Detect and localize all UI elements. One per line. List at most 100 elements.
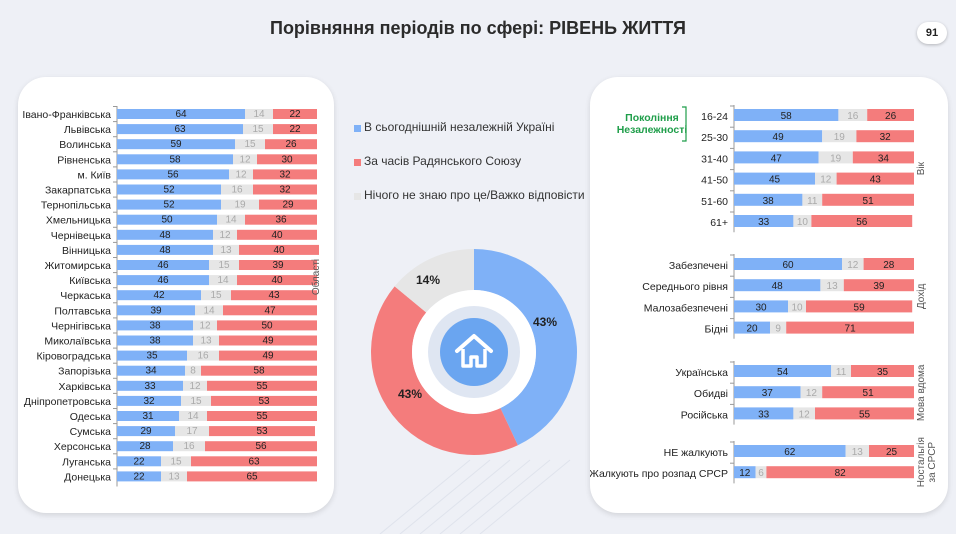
data-label: 39 bbox=[873, 281, 885, 292]
data-label: 12 bbox=[806, 388, 818, 399]
data-label: 50 bbox=[161, 215, 173, 226]
bar-segment-dont-know bbox=[221, 184, 253, 195]
category-label: Малозабезпечені bbox=[644, 302, 728, 314]
data-label: 35 bbox=[146, 351, 158, 362]
bar-segment-dont-know bbox=[193, 335, 219, 346]
data-label: 28 bbox=[139, 441, 151, 452]
data-label: 82 bbox=[835, 468, 847, 479]
bar-segment-independent bbox=[734, 279, 821, 292]
group-label-line: Дохід bbox=[916, 284, 927, 310]
bar-segment-dont-know bbox=[221, 199, 259, 210]
data-label: 71 bbox=[845, 324, 857, 335]
data-label: 32 bbox=[143, 396, 155, 407]
bar-segment-independent bbox=[117, 214, 217, 225]
region-row: Житомирська 46 15 39 bbox=[45, 260, 317, 272]
data-label: 10 bbox=[797, 217, 809, 228]
bar-segment-dont-know bbox=[770, 321, 787, 334]
data-label: 48 bbox=[159, 230, 171, 241]
bar-segment-independent bbox=[117, 456, 161, 467]
data-label: 29 bbox=[282, 200, 294, 211]
category-label: Житомирська bbox=[45, 260, 112, 272]
demographic-row: НЕ жалкують 62 13 25 bbox=[664, 445, 914, 459]
category-label: Забезпечені bbox=[669, 260, 728, 272]
bar-segment-dont-know bbox=[815, 172, 837, 185]
region-row: Миколаївська 38 13 49 bbox=[44, 335, 317, 348]
category-label: Вінницька bbox=[62, 245, 111, 257]
bar-segment-independent bbox=[117, 229, 213, 240]
demographic-row: Українська 54 11 35 bbox=[675, 365, 914, 379]
bar-segment-dont-know bbox=[217, 214, 245, 225]
bar-segment-independent bbox=[117, 305, 195, 316]
bar-segment-soviet bbox=[223, 305, 317, 316]
data-label: 55 bbox=[256, 411, 268, 422]
data-label: 51 bbox=[863, 196, 875, 207]
data-label: 51 bbox=[863, 388, 875, 399]
demographic-row: Обидві 37 12 51 bbox=[694, 386, 914, 400]
legend-swatch-red bbox=[354, 159, 361, 166]
region-row: Запорізька 34 8 58 bbox=[58, 365, 317, 378]
data-label: 29 bbox=[140, 426, 152, 437]
data-label: 13 bbox=[852, 447, 864, 458]
data-label: 25 bbox=[886, 447, 898, 458]
bar-segment-soviet bbox=[863, 258, 914, 270]
category-label: 25-30 bbox=[701, 132, 728, 144]
category-label: Запорізька bbox=[58, 366, 111, 378]
region-row: Кіровоградська 35 16 49 bbox=[37, 350, 317, 363]
region-row: Одеська 31 14 55 bbox=[70, 411, 317, 423]
category-label: Волинська bbox=[59, 139, 111, 151]
data-label: 63 bbox=[174, 124, 186, 135]
data-label: 34 bbox=[145, 366, 157, 377]
data-label: 63 bbox=[248, 456, 260, 467]
data-label: 52 bbox=[163, 200, 175, 211]
bar-segment-soviet bbox=[869, 445, 914, 457]
category-label: Жалкують про розпад СРСР bbox=[590, 468, 728, 480]
data-label: 13 bbox=[200, 336, 212, 347]
data-label: 40 bbox=[271, 230, 283, 241]
data-label: 35 bbox=[877, 367, 889, 378]
data-label: 33 bbox=[144, 381, 156, 392]
bar-segment-soviet bbox=[237, 229, 317, 240]
bar-segment-independent bbox=[117, 124, 243, 135]
demographic-row: 31-40 47 19 34 bbox=[701, 151, 914, 165]
category-label: Львівська bbox=[64, 124, 111, 136]
data-label: 14 bbox=[217, 275, 229, 286]
group-label-1: Вік bbox=[916, 161, 927, 175]
category-label: Херсонська bbox=[54, 441, 111, 453]
bar-segment-soviet bbox=[231, 290, 317, 301]
bar-segment-dont-know bbox=[173, 441, 205, 452]
bar-segment-dont-know bbox=[161, 471, 187, 482]
data-label: 19 bbox=[830, 153, 842, 164]
data-label: 28 bbox=[883, 260, 895, 271]
data-label: 38 bbox=[763, 196, 775, 207]
data-label: 37 bbox=[762, 388, 774, 399]
bar-segment-soviet bbox=[207, 411, 317, 421]
region-row: Чернігівська 38 12 50 bbox=[51, 320, 317, 332]
bar-segment-soviet bbox=[259, 199, 317, 210]
data-label: 14 bbox=[203, 305, 215, 316]
bar-segment-independent bbox=[117, 395, 181, 406]
bar-segment-dont-know bbox=[845, 445, 869, 457]
data-label: 10 bbox=[791, 302, 803, 313]
category-label: 41-50 bbox=[701, 175, 728, 187]
data-label: 12 bbox=[235, 169, 247, 180]
bar-segment-independent bbox=[117, 320, 193, 331]
data-label: 55 bbox=[859, 409, 871, 420]
data-label: 12 bbox=[189, 381, 201, 392]
data-label: 46 bbox=[157, 260, 169, 271]
region-row: Рівненська 58 12 30 bbox=[57, 154, 317, 166]
bar-segment-soviet bbox=[786, 321, 914, 334]
demographic-row: Малозабезпечені 30 10 59 bbox=[644, 300, 913, 314]
region-row: Черкаська 42 15 43 bbox=[60, 290, 317, 302]
data-label: 38 bbox=[149, 320, 161, 331]
bar-segment-independent bbox=[117, 260, 209, 270]
bar-segment-dont-know bbox=[213, 229, 237, 240]
region-row: Київська 46 14 40 bbox=[69, 275, 317, 287]
bar-segment-dont-know bbox=[822, 130, 857, 143]
bar-segment-dont-know bbox=[800, 386, 823, 399]
legend-label: В сьогоднішній незалежній Україні bbox=[364, 120, 555, 134]
data-label: 11 bbox=[836, 367, 847, 378]
legend: В сьогоднішній незалежній Україні За час… bbox=[354, 120, 585, 222]
bar-segment-dont-know bbox=[175, 426, 209, 437]
